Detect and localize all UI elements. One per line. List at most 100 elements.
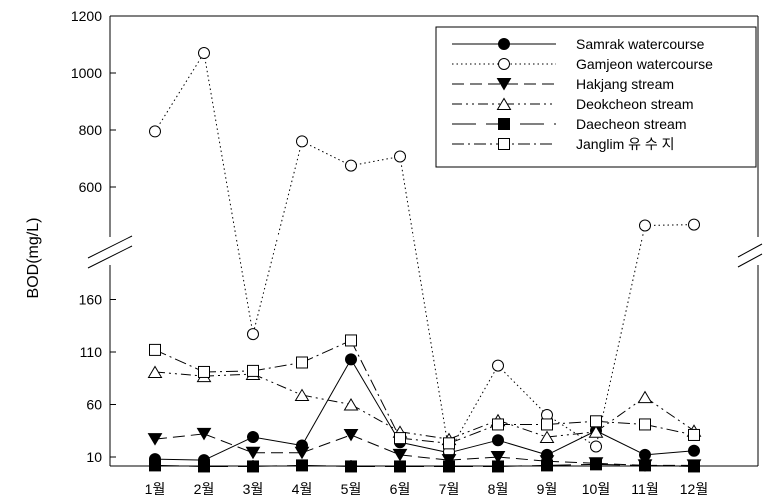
data-point	[639, 418, 651, 431]
series-segment	[301, 339, 352, 363]
axis-break-mark	[87, 235, 133, 259]
x-tick-label: 6월	[390, 481, 411, 497]
data-point	[639, 219, 651, 232]
data-point	[149, 125, 161, 138]
series-segment	[546, 431, 597, 438]
series-5	[149, 334, 700, 450]
series-segment	[252, 436, 303, 446]
series-segment	[448, 439, 499, 454]
series-segment	[236, 239, 254, 335]
series-segment	[301, 464, 352, 467]
series-segment	[644, 224, 695, 226]
series-3	[147, 365, 702, 446]
data-point	[149, 459, 161, 472]
series-segment	[301, 140, 352, 167]
legend-label: Hakjang stream	[576, 76, 674, 92]
data-point	[637, 390, 653, 404]
y-tick-label: 1000	[71, 65, 102, 81]
series-segment	[595, 463, 646, 466]
series-segment	[301, 434, 352, 454]
data-point	[490, 451, 506, 464]
series-segment	[497, 365, 548, 416]
data-point	[247, 364, 259, 377]
axis-break-mark	[87, 245, 133, 269]
x-tick-label: 10월	[582, 481, 610, 497]
data-point	[294, 388, 310, 402]
series-segment	[252, 362, 303, 372]
series-segment	[154, 52, 205, 132]
series-segment	[301, 359, 352, 446]
data-point	[492, 460, 504, 473]
series-segment	[448, 365, 499, 452]
series-segment	[154, 371, 205, 377]
data-point	[394, 150, 406, 163]
series-segment	[277, 141, 303, 238]
data-point	[688, 460, 700, 473]
series-segment	[350, 156, 401, 167]
data-point	[296, 459, 308, 472]
x-tick-label: 1월	[145, 481, 166, 497]
series-segment	[203, 436, 254, 461]
series-segment	[399, 156, 414, 238]
data-point	[198, 460, 210, 473]
axes: 1200 1000 800 600 160 110 60 10 1월 2월 3월 4월 5월 6월 7월 8월…	[71, 8, 763, 497]
series-segment	[497, 419, 548, 438]
data-point	[296, 135, 308, 148]
data-point	[688, 428, 700, 441]
series-segment	[413, 239, 450, 452]
y-tick-label: 160	[79, 292, 103, 308]
series-segment	[154, 458, 205, 461]
series-segment	[350, 359, 401, 443]
data-point	[296, 356, 308, 369]
series-segment	[546, 463, 597, 466]
x-tick-label: 12월	[680, 481, 708, 497]
axis-break-mark	[737, 243, 763, 258]
x-tick-label: 7월	[439, 481, 460, 497]
series-segment	[546, 414, 597, 447]
data-point	[394, 460, 406, 473]
data-point	[294, 446, 310, 460]
series-segment	[595, 430, 646, 456]
data-point	[345, 460, 357, 473]
series-segment	[252, 373, 303, 396]
data-point	[541, 459, 553, 472]
data-point	[245, 446, 261, 460]
data-point	[198, 47, 210, 60]
data-point	[343, 398, 359, 411]
series-segment	[399, 437, 450, 444]
legend-box	[435, 26, 757, 168]
data-point	[149, 343, 161, 356]
series-segment	[644, 464, 695, 467]
x-tick-label: 3월	[243, 481, 264, 497]
x-tick-label: 9월	[537, 481, 558, 497]
data-point	[496, 78, 512, 91]
series-layer	[147, 47, 702, 473]
data-point	[492, 434, 504, 447]
y-axis-label: BOD(mg/L)	[25, 218, 42, 299]
data-point	[443, 437, 455, 450]
data-point	[247, 328, 259, 341]
data-point	[343, 428, 359, 442]
series-segment	[252, 464, 303, 467]
series-segment	[252, 239, 278, 335]
data-point	[492, 359, 504, 372]
data-point	[588, 425, 604, 438]
data-point	[147, 365, 163, 378]
data-point	[498, 58, 510, 70]
series-segment	[399, 441, 450, 454]
series-4	[149, 458, 700, 473]
data-point	[247, 460, 259, 473]
data-point	[196, 427, 212, 441]
data-point	[498, 138, 510, 150]
series-segment	[203, 370, 254, 373]
series-segment	[301, 394, 352, 405]
series-segment	[350, 434, 401, 456]
series-segment	[497, 456, 548, 462]
data-point	[498, 38, 510, 50]
series-segment	[644, 423, 695, 436]
y-tick-label: 110	[80, 344, 103, 360]
legend-label: Gamjeon watercourse	[576, 56, 713, 72]
series-segment	[203, 433, 254, 454]
series-segment	[546, 460, 597, 464]
